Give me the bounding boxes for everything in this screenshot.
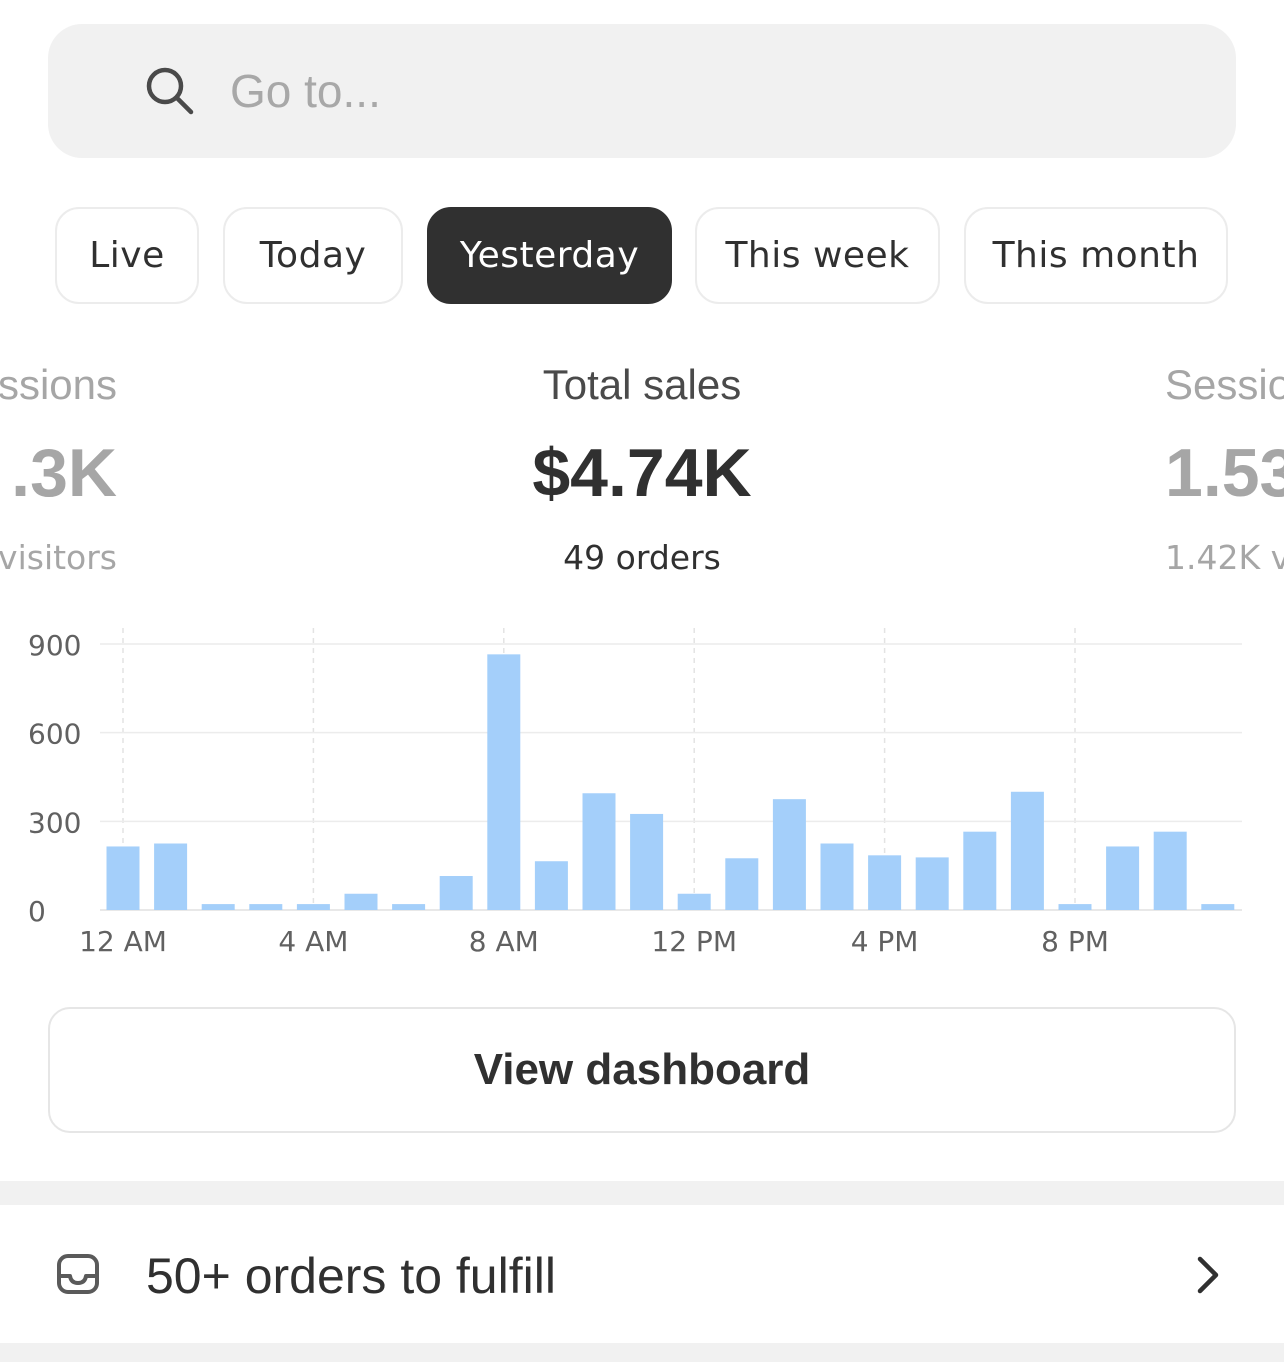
bar <box>725 858 759 910</box>
x-tick-label: 4 PM <box>851 925 919 958</box>
metric-card-total-sales[interactable]: Total sales $4.74K 49 orders <box>442 360 842 578</box>
chevron-right-icon <box>1190 1255 1226 1295</box>
x-tick-label: 12 AM <box>79 925 167 958</box>
y-tick-label: 300 <box>28 806 81 839</box>
x-tick-label: 4 AM <box>278 925 348 958</box>
bar <box>820 843 854 910</box>
bar <box>249 904 283 910</box>
bar <box>534 861 568 910</box>
metric-sub: visitors <box>0 538 117 577</box>
x-tick-label: 8 PM <box>1041 925 1109 958</box>
x-tick-label: 12 PM <box>651 925 737 958</box>
metric-label: ssions <box>0 361 117 408</box>
bar <box>1201 904 1235 910</box>
bar <box>1153 831 1187 910</box>
section-divider <box>0 1181 1284 1205</box>
tab-live[interactable]: Live <box>55 207 199 304</box>
metric-card-sessions-next[interactable]: Sessio 1.53 1.42K v <box>1165 360 1284 578</box>
search-icon <box>144 65 196 117</box>
metric-label: Sessio <box>1165 361 1284 408</box>
inbox-icon <box>56 1252 100 1296</box>
bar <box>154 843 188 910</box>
y-tick-label: 600 <box>28 718 81 751</box>
bar <box>772 799 806 910</box>
bar <box>868 855 902 910</box>
bar <box>677 893 711 910</box>
metric-value: 1.53 <box>1165 435 1284 511</box>
metric-sub: 49 orders <box>563 538 721 577</box>
metric-sub: 1.42K v <box>1165 538 1284 577</box>
tab-this-week[interactable]: This week <box>695 207 940 304</box>
search-bar[interactable] <box>48 24 1236 158</box>
bar <box>392 904 426 910</box>
bar <box>439 876 473 910</box>
tab-yesterday[interactable]: Yesterday <box>427 207 672 304</box>
tab-this-month[interactable]: This month <box>964 207 1228 304</box>
bar <box>487 654 521 910</box>
bar <box>915 857 949 910</box>
tab-today[interactable]: Today <box>223 207 403 304</box>
search-input[interactable] <box>230 64 1130 118</box>
bar <box>1010 791 1044 910</box>
bar <box>963 831 997 910</box>
sales-chart: 0 300 600 900 12 AM 4 AM 8 AM 12 PM 4 PM 8 PM <box>0 620 1284 965</box>
bar <box>201 904 235 910</box>
bar <box>630 813 664 910</box>
x-tick-label: 8 AM <box>469 925 539 958</box>
y-tick-label: 900 <box>28 629 81 662</box>
metric-card-sessions-prev[interactable]: ssions .3K visitors <box>0 360 117 578</box>
section-divider <box>0 1343 1284 1362</box>
metric-value: $4.74K <box>532 435 752 511</box>
orders-label: 50+ orders to fulfill <box>146 1248 556 1304</box>
bar <box>106 846 140 910</box>
y-tick-label: 0 <box>28 895 46 928</box>
orders-to-fulfill-row[interactable]: 50+ orders to fulfill <box>0 1205 1284 1343</box>
metric-value: .3K <box>11 435 117 511</box>
metric-label: Total sales <box>542 361 742 408</box>
bar <box>344 893 378 910</box>
view-dashboard-button[interactable]: View dashboard <box>48 1007 1236 1133</box>
bar <box>296 904 330 910</box>
bar <box>1106 846 1140 910</box>
bar <box>582 793 616 910</box>
bar <box>1058 904 1092 910</box>
